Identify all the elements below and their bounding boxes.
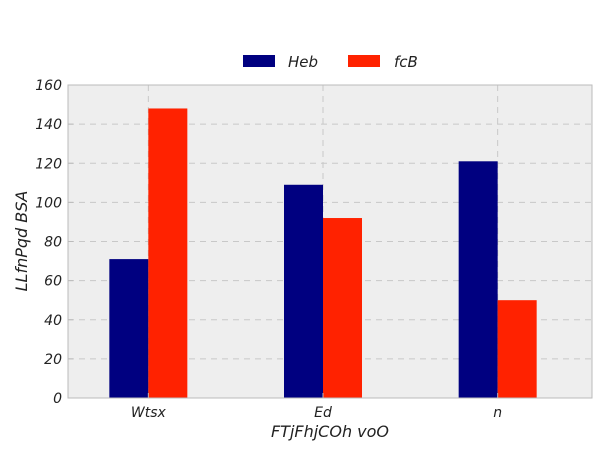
y-tick-label: 80	[44, 235, 62, 251]
y-tick-label: 140	[35, 117, 62, 133]
tick-layer: 0 20 40 60 80 100 120 140 160 Wtsx Ed n	[35, 78, 502, 421]
y-tick-label: 60	[44, 274, 62, 290]
bar-fcb-n	[497, 300, 537, 398]
bar-heb-n	[458, 161, 498, 398]
y-tick-label: 20	[44, 352, 62, 368]
legend-swatch	[348, 55, 380, 67]
y-tick-label: 100	[35, 195, 62, 211]
x-tick-label: n	[493, 405, 502, 421]
y-tick-label: 0	[53, 391, 62, 407]
legend-label: fcB	[394, 53, 418, 71]
legend-swatch	[243, 55, 275, 67]
y-axis-title: LLfnPqd BSA	[12, 191, 31, 292]
bar-heb-ed	[284, 184, 323, 398]
x-tick-label: Ed	[314, 405, 332, 421]
bar-fcb-wtsx	[148, 108, 188, 398]
bar-heb-wtsx	[109, 259, 149, 398]
legend-label: Heb	[288, 53, 318, 71]
x-tick-label: Wtsx	[131, 405, 167, 421]
y-tick-label: 160	[35, 78, 62, 94]
y-tick-label: 120	[35, 156, 62, 172]
y-tick-label: 40	[44, 313, 62, 329]
legend: Heb fcB	[243, 53, 418, 71]
x-axis-title: FTjFhjCOh voO	[271, 422, 389, 441]
bar-layer	[109, 108, 537, 398]
bar-fcb-ed	[323, 218, 362, 398]
